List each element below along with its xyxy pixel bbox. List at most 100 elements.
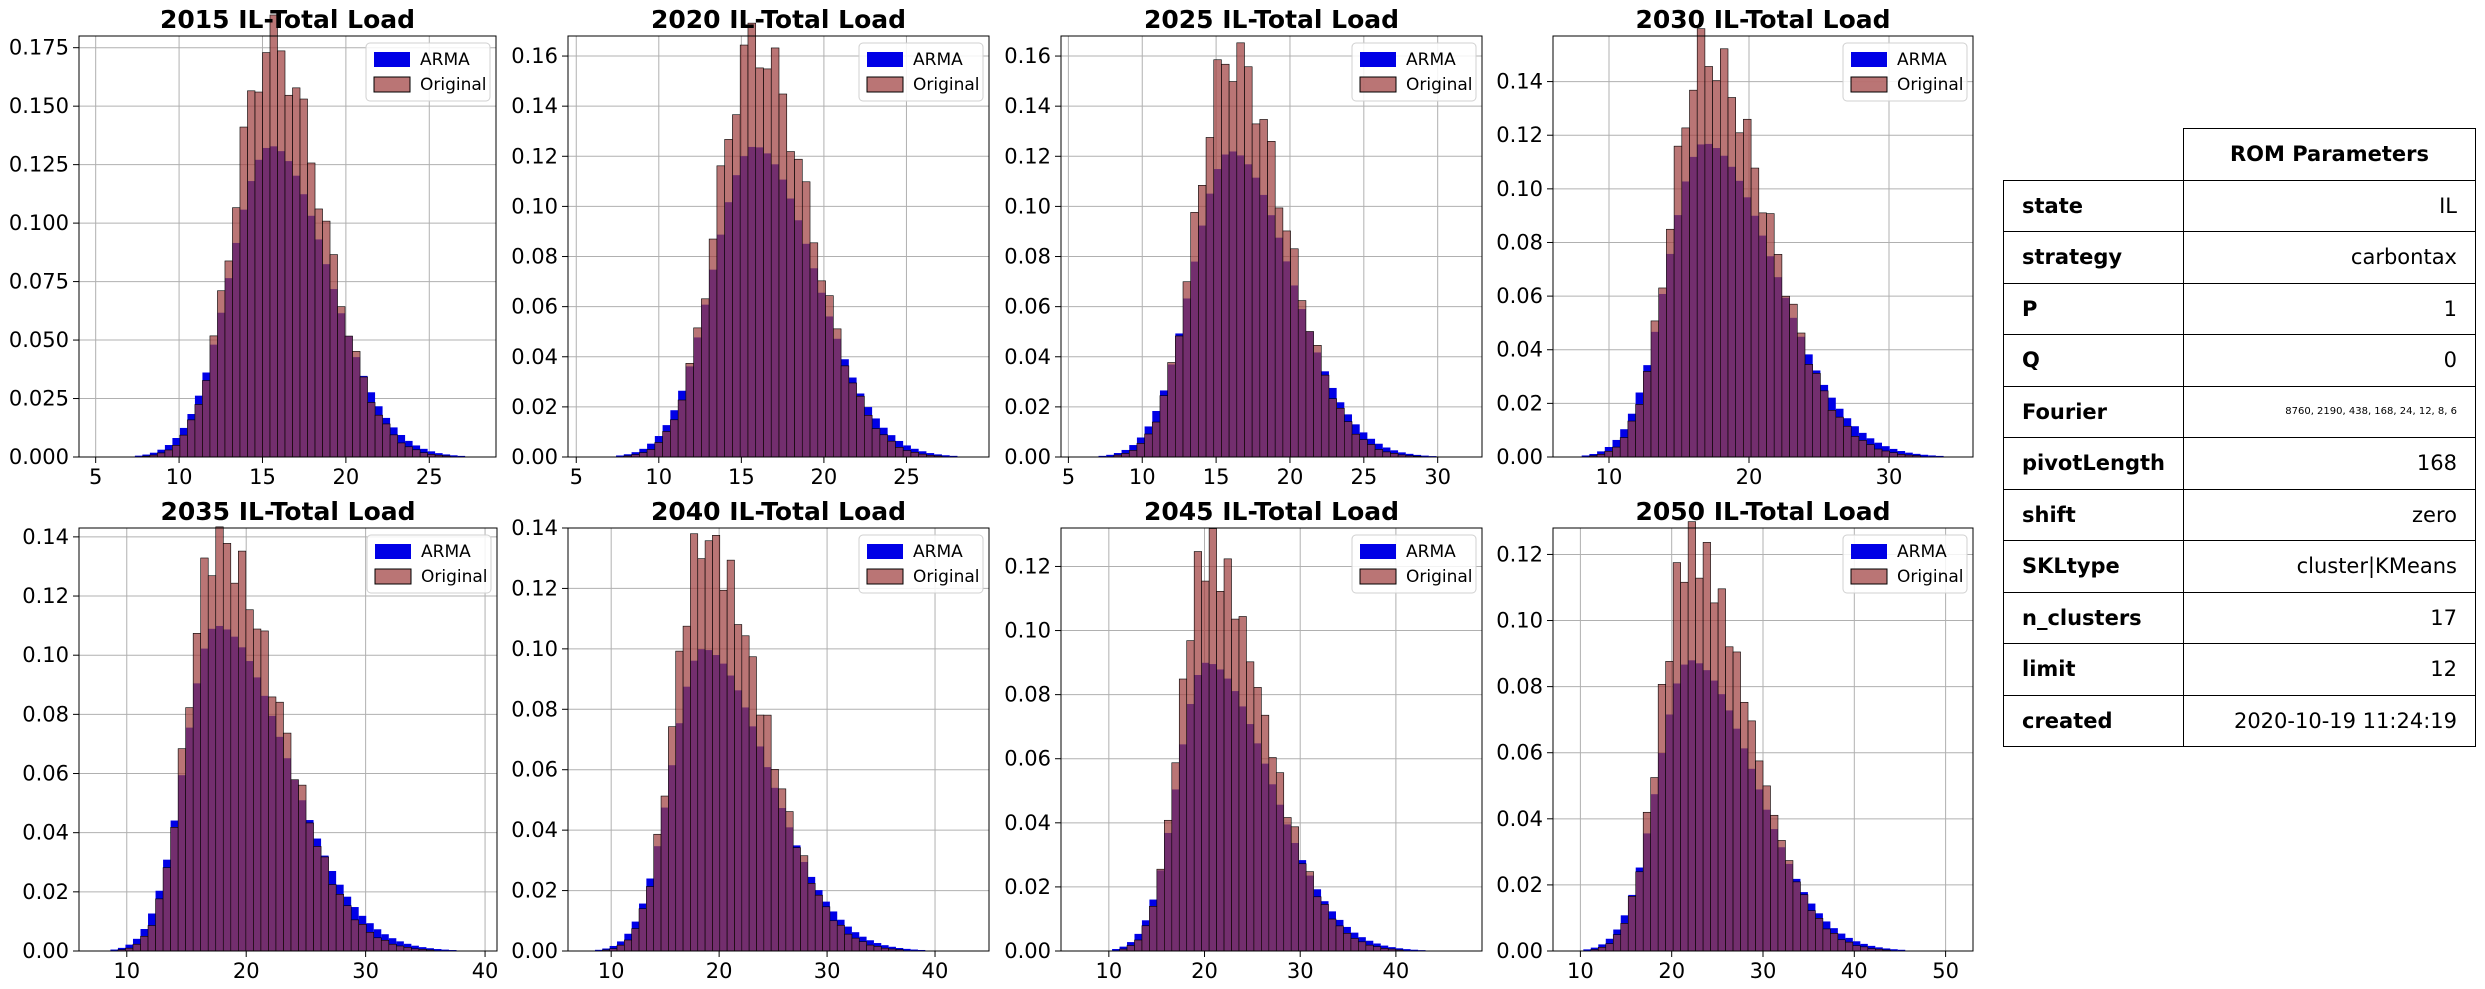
legend-label-arma: ARMA — [1897, 542, 1947, 562]
y-tick-label: 0.12 — [1496, 123, 1543, 147]
original-bar — [864, 414, 873, 458]
x-tick-label: 10 — [1095, 959, 1122, 983]
original-bar — [1305, 871, 1314, 952]
y-tick-label: 0.06 — [1004, 747, 1051, 771]
y-tick-label: 0.00 — [1004, 445, 1051, 469]
original-bar — [1190, 212, 1199, 458]
y-tick-label: 0.10 — [1496, 609, 1543, 633]
histogram-panel: 10 20 30 40 0.00 0.02 0.04 0.06 0.08 0.10 0.12 0.14… — [511, 497, 990, 983]
original-bar — [350, 919, 360, 952]
original-bar — [322, 220, 331, 458]
original-bar — [1144, 433, 1153, 458]
original-bar — [185, 707, 194, 952]
original-bar — [1274, 207, 1284, 458]
original-bar — [1344, 421, 1353, 458]
legend-swatch-arma — [1360, 52, 1396, 67]
original-bar — [763, 68, 772, 458]
x-tick-label: 10 — [166, 465, 193, 489]
original-bar — [284, 94, 293, 458]
original-bar — [1216, 591, 1225, 952]
arma-bar — [1098, 455, 1107, 457]
legend-swatch-arma — [1851, 52, 1887, 67]
param-key: created — [2003, 694, 2184, 747]
original-bar — [1282, 230, 1291, 458]
original-bar — [677, 399, 687, 458]
y-tick-label: 0.08 — [1496, 230, 1543, 254]
original-bar — [380, 939, 390, 952]
axes-frame — [78, 35, 497, 458]
arma-bar — [903, 948, 911, 951]
original-bar — [690, 533, 699, 952]
axes-frame — [567, 527, 990, 952]
original-bar — [1650, 320, 1659, 458]
rom-parameters-table: ROM Parameters state IL strategy carbontax… — [2003, 128, 2477, 747]
original-bar — [1850, 436, 1860, 458]
original-bar — [1198, 185, 1207, 458]
histogram-panel: 5 10 15 20 25 0.000 0.025 0.050 0.075 0.100 0.125 0… — [9, 5, 497, 489]
param-key: shift — [2003, 488, 2184, 541]
original-bar — [232, 207, 241, 458]
original-bar — [1231, 618, 1240, 952]
original-bar — [320, 856, 329, 952]
original-bar — [879, 434, 888, 458]
original-bar — [1221, 63, 1230, 458]
original-bar — [170, 827, 179, 952]
original-bar — [388, 943, 397, 952]
original-bar — [260, 630, 269, 952]
legend-swatch-original — [1850, 568, 1888, 585]
y-tick-label: 0.04 — [1004, 345, 1051, 369]
original-bar — [786, 151, 795, 458]
axes-frame — [1060, 35, 1483, 458]
y-tick-label: 0.10 — [511, 637, 558, 661]
original-bar — [358, 923, 367, 952]
original-bar — [778, 788, 787, 952]
original-bar — [1612, 446, 1621, 458]
original-bar — [1261, 714, 1270, 952]
original-bar — [822, 906, 831, 952]
y-tick-label: 0.00 — [22, 939, 69, 963]
original-bar — [1612, 934, 1622, 952]
original-bar — [1313, 896, 1322, 952]
original-bar — [1680, 581, 1689, 952]
legend-swatch-arma — [867, 52, 903, 67]
original-bar — [1743, 118, 1752, 458]
y-tick-label: 0.00 — [1496, 939, 1543, 963]
table-row: shift zero — [2003, 488, 2477, 541]
original-bar — [1800, 894, 1809, 952]
original-bar — [343, 905, 352, 952]
original-bar — [162, 867, 171, 952]
original-bar — [238, 550, 247, 952]
original-bar — [724, 139, 733, 458]
arma-bar — [1890, 949, 1898, 951]
x-tick-label: 20 — [1658, 959, 1685, 983]
original-bar — [1712, 80, 1721, 458]
y-tick-label: 0.14 — [22, 525, 69, 549]
original-bar — [230, 582, 239, 952]
original-bar — [1149, 905, 1158, 952]
original-bar — [239, 126, 248, 458]
y-tick-label: 0.12 — [511, 144, 558, 168]
original-bar — [829, 920, 838, 952]
original-bar — [1605, 943, 1614, 952]
original-bar — [693, 327, 702, 458]
legend-label-original: Original — [1406, 75, 1473, 95]
param-value: 2020-10-19 11:24:19 — [2182, 694, 2477, 747]
original-bar — [202, 380, 211, 458]
table-row: strategy carbontax — [2003, 231, 2477, 284]
original-bar — [770, 47, 780, 458]
x-tick-label: 20 — [233, 959, 260, 983]
original-bar — [792, 847, 801, 952]
y-tick-label: 0.12 — [22, 584, 69, 608]
original-bar — [1382, 451, 1391, 458]
param-value: zero — [2182, 488, 2477, 541]
y-tick-label: 0.10 — [1004, 194, 1051, 218]
legend-swatch-arma — [867, 544, 903, 559]
original-bar — [1367, 444, 1376, 458]
original-bar — [194, 404, 203, 458]
y-tick-label: 0.08 — [22, 702, 69, 726]
x-tick-label: 5 — [570, 465, 583, 489]
original-bar — [1720, 48, 1729, 458]
original-bar — [1597, 946, 1607, 952]
